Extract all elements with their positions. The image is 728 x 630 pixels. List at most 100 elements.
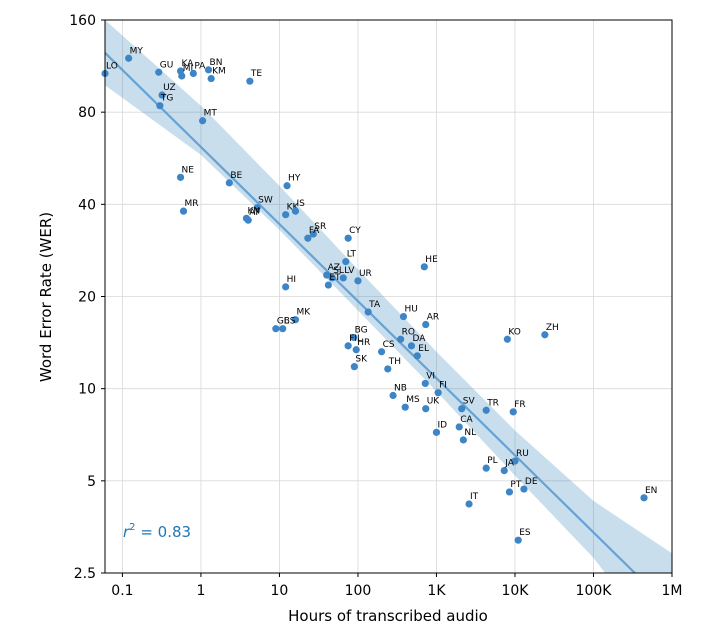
point-label-be: BE	[230, 171, 242, 181]
x-tick-label: 10K	[501, 583, 529, 599]
data-point-vi	[421, 379, 429, 388]
point-label-it: IT	[470, 492, 479, 502]
data-point-fi	[434, 389, 442, 397]
data-point-cy	[344, 234, 352, 242]
data-point-sv	[458, 405, 466, 413]
data-point-pa	[189, 69, 197, 78]
data-point-hr	[352, 346, 360, 354]
point-label-nb: NB	[394, 383, 407, 393]
regression-line	[105, 52, 637, 573]
x-tick-label: 100K	[576, 583, 613, 599]
point-label-uk: UK	[427, 397, 441, 407]
data-point-hy	[283, 182, 291, 190]
data-point-ta	[364, 308, 372, 316]
data-point-pt	[505, 488, 514, 496]
y-axis-ticks: 2.5 5 10 20 40 80 160	[69, 13, 105, 582]
y-tick-label: 5	[87, 474, 96, 490]
data-point-km	[207, 74, 215, 83]
data-point-pl	[482, 464, 490, 472]
point-label-pa: PA	[194, 61, 206, 71]
data-point-ms	[401, 403, 409, 411]
data-point-sl	[328, 274, 336, 282]
data-point-el	[413, 352, 421, 360]
point-label-sv: SV	[463, 397, 476, 407]
data-point-is	[291, 207, 300, 215]
y-tick-label: 20	[78, 290, 96, 306]
point-label-az: AZ	[328, 263, 340, 273]
r-squared-value: = 0.83	[136, 523, 192, 541]
data-point-fa	[304, 234, 312, 242]
point-label-cs: CS	[383, 340, 395, 350]
data-point-da	[407, 342, 416, 350]
point-label-ne: NE	[182, 165, 195, 175]
point-label-fr: FR	[514, 400, 525, 410]
confidence-band	[105, 20, 672, 573]
point-label-tg: TG	[160, 94, 173, 104]
x-tick-label: 10	[271, 583, 289, 599]
data-point-af	[244, 216, 252, 224]
point-label-ka: KA	[182, 59, 195, 69]
data-point-tr	[482, 406, 490, 414]
point-label-hy: HY	[288, 174, 301, 184]
r-squared-var: r	[123, 523, 130, 541]
point-label-mk: MK	[296, 308, 311, 318]
data-point-sw	[253, 204, 261, 212]
y-tick-label: 160	[69, 13, 96, 29]
point-label-ko: KO	[508, 327, 521, 337]
point-label-de: DE	[525, 477, 538, 487]
point-label-ja: JA	[504, 459, 514, 469]
data-point-es	[514, 536, 522, 544]
point-label-mt: MT	[204, 109, 218, 119]
point-label-fa: FA	[309, 226, 320, 236]
data-point-nb	[389, 391, 397, 400]
y-tick-label: 2.5	[74, 566, 96, 582]
x-axis-title: Hours of transcribed audio	[288, 607, 488, 625]
data-point-fil	[344, 342, 352, 350]
data-point-fr	[509, 408, 517, 416]
x-tick-label: 1M	[662, 583, 683, 599]
data-point-ar	[422, 320, 430, 329]
point-label-is: IS	[296, 199, 305, 209]
data-point-kk	[282, 211, 290, 219]
point-label-pl: PL	[487, 456, 497, 466]
data-point-bs	[279, 325, 287, 333]
data-point-en	[640, 494, 648, 502]
data-point-te	[246, 77, 254, 85]
data-point-et	[324, 281, 332, 289]
x-tick-label: 0.1	[111, 583, 133, 599]
point-label-vi: VI	[426, 371, 435, 381]
data-point-zh	[541, 331, 549, 339]
data-point-tg	[156, 102, 164, 110]
point-label-hi: HI	[287, 275, 296, 285]
data-point-gl	[272, 325, 280, 333]
point-label-lt: LT	[347, 250, 357, 260]
data-point-de	[520, 485, 528, 493]
data-point-cs	[377, 348, 386, 356]
data-point-be	[225, 179, 233, 187]
point-label-es: ES	[519, 528, 531, 538]
point-label-ro: RO	[402, 327, 415, 337]
x-tick-label: 100	[345, 583, 372, 599]
y-axis-title: Word Error Rate (WER)	[37, 212, 55, 382]
point-label-hu: HU	[404, 305, 417, 315]
y-tick-label: 10	[78, 382, 96, 398]
point-label-tr: TR	[486, 398, 499, 408]
data-point-ur	[354, 277, 362, 285]
point-label-nl: NL	[464, 428, 476, 438]
point-label-fi: FI	[439, 381, 447, 391]
point-label-hr: HR	[357, 338, 370, 348]
point-label-af: AF	[249, 208, 260, 218]
data-point-sr	[309, 230, 317, 238]
point-label-mr: MR	[185, 199, 199, 209]
r-squared-exponent: 2	[129, 522, 135, 533]
data-point-mr	[179, 207, 188, 215]
point-label-zh: ZH	[546, 323, 559, 333]
data-point-ro	[397, 335, 405, 343]
point-label-ru: RU	[516, 449, 529, 459]
y-tick-label: 40	[78, 197, 96, 213]
point-label-sl: SL	[333, 266, 344, 276]
point-label-sw: SW	[258, 196, 273, 206]
data-point-ru	[511, 457, 519, 465]
data-point-nl	[459, 436, 467, 444]
